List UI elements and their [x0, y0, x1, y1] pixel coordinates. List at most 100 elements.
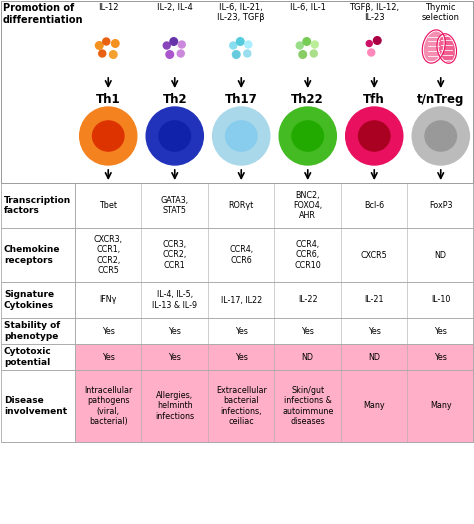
Text: t/nTreg: t/nTreg [417, 93, 465, 106]
Text: Yes: Yes [168, 326, 181, 335]
FancyBboxPatch shape [1, 183, 75, 228]
Text: Yes: Yes [235, 353, 248, 362]
Text: ND: ND [302, 353, 314, 362]
Ellipse shape [292, 121, 323, 151]
FancyBboxPatch shape [1, 318, 75, 344]
Text: IL-6, IL-1: IL-6, IL-1 [290, 3, 326, 12]
Circle shape [374, 37, 381, 45]
Ellipse shape [213, 107, 270, 165]
Circle shape [166, 51, 173, 58]
Text: CCR4,
CCR6: CCR4, CCR6 [229, 245, 253, 265]
FancyBboxPatch shape [1, 282, 75, 318]
Text: Th1: Th1 [96, 93, 120, 106]
Circle shape [299, 51, 307, 58]
Ellipse shape [279, 107, 337, 165]
Text: Th17: Th17 [225, 93, 258, 106]
Text: IL-12: IL-12 [98, 3, 118, 12]
Ellipse shape [92, 121, 124, 151]
Circle shape [368, 49, 375, 56]
Ellipse shape [159, 121, 191, 151]
Ellipse shape [425, 121, 456, 151]
Text: Intracellular
pathogens
(viral,
bacterial): Intracellular pathogens (viral, bacteria… [84, 386, 132, 426]
Ellipse shape [358, 121, 390, 151]
Ellipse shape [412, 107, 469, 165]
Circle shape [111, 40, 119, 47]
Circle shape [296, 42, 303, 49]
Circle shape [99, 50, 106, 57]
Text: CCR4,
CCR6,
CCR10: CCR4, CCR6, CCR10 [294, 240, 321, 270]
Text: Thymic
selection: Thymic selection [422, 3, 460, 23]
Text: TGFβ, IL-12,
IL-23: TGFβ, IL-12, IL-23 [349, 3, 399, 23]
Text: Yes: Yes [368, 326, 381, 335]
Text: IL-22: IL-22 [298, 296, 318, 304]
Text: CCR3,
CCR2,
CCR1: CCR3, CCR2, CCR1 [163, 240, 187, 270]
FancyBboxPatch shape [1, 370, 75, 442]
Circle shape [178, 41, 185, 48]
Text: IL-10: IL-10 [431, 296, 450, 304]
Text: RORγt: RORγt [228, 201, 254, 210]
Circle shape [109, 51, 117, 58]
Circle shape [311, 41, 318, 48]
Text: Bcl-6: Bcl-6 [364, 201, 384, 210]
Text: Yes: Yes [235, 326, 248, 335]
Ellipse shape [80, 107, 137, 165]
Circle shape [244, 50, 251, 57]
Circle shape [232, 51, 240, 58]
Circle shape [95, 42, 103, 49]
Text: Th2: Th2 [163, 93, 187, 106]
Ellipse shape [438, 35, 456, 62]
Circle shape [366, 40, 372, 47]
Text: Skin/gut
infections &
autoimmune
diseases: Skin/gut infections & autoimmune disease… [282, 386, 333, 426]
Text: Disease
involvement: Disease involvement [4, 396, 67, 416]
Circle shape [163, 42, 170, 49]
FancyBboxPatch shape [1, 370, 473, 442]
Text: BNC2,
FOXO4,
AHR: BNC2, FOXO4, AHR [293, 191, 322, 221]
Text: Cytotoxic
potential: Cytotoxic potential [4, 347, 52, 367]
Text: CXCR3,
CCR1,
CCR2,
CCR5: CXCR3, CCR1, CCR2, CCR5 [94, 235, 123, 275]
FancyBboxPatch shape [1, 183, 473, 228]
Circle shape [245, 41, 252, 48]
Text: Many: Many [430, 401, 452, 410]
Text: Yes: Yes [301, 326, 314, 335]
Text: IL-6, IL-21,
IL-23, TGFβ: IL-6, IL-21, IL-23, TGFβ [218, 3, 265, 23]
Text: Allergies,
helminth
infections: Allergies, helminth infections [155, 391, 194, 421]
Text: Promotion of
differentiation: Promotion of differentiation [3, 3, 83, 25]
Ellipse shape [423, 31, 444, 62]
Text: Yes: Yes [102, 353, 115, 362]
FancyBboxPatch shape [1, 344, 75, 370]
Text: Extracellular
bacterial
infections,
ceiliac: Extracellular bacterial infections, ceil… [216, 386, 267, 426]
Text: IFNγ: IFNγ [100, 296, 117, 304]
Text: Tbet: Tbet [99, 201, 117, 210]
Text: Th22: Th22 [292, 93, 324, 106]
Text: GATA3,
STAT5: GATA3, STAT5 [161, 196, 189, 215]
Circle shape [303, 38, 310, 45]
Text: Stability of
phenotype: Stability of phenotype [4, 321, 60, 341]
Circle shape [103, 38, 110, 45]
Text: Tfh: Tfh [364, 93, 385, 106]
Ellipse shape [226, 121, 257, 151]
Text: Signature
Cytokines: Signature Cytokines [4, 290, 54, 310]
FancyBboxPatch shape [1, 1, 473, 442]
Text: IL-21: IL-21 [365, 296, 384, 304]
Text: Yes: Yes [168, 353, 181, 362]
Ellipse shape [146, 107, 203, 165]
Circle shape [237, 38, 244, 45]
Text: Yes: Yes [434, 326, 447, 335]
Text: FoxP3: FoxP3 [429, 201, 453, 210]
Text: Yes: Yes [102, 326, 115, 335]
Text: IL-2, IL-4: IL-2, IL-4 [157, 3, 192, 12]
Circle shape [170, 38, 178, 45]
FancyBboxPatch shape [1, 228, 473, 282]
Circle shape [310, 50, 317, 57]
Text: Many: Many [364, 401, 385, 410]
FancyBboxPatch shape [1, 228, 75, 282]
FancyBboxPatch shape [1, 344, 473, 370]
Circle shape [230, 42, 237, 49]
Text: Yes: Yes [434, 353, 447, 362]
Text: Transcription
factors: Transcription factors [4, 196, 71, 215]
Text: ND: ND [435, 250, 447, 259]
Ellipse shape [346, 107, 403, 165]
Text: ND: ND [368, 353, 380, 362]
Circle shape [177, 50, 184, 57]
FancyBboxPatch shape [1, 282, 473, 318]
